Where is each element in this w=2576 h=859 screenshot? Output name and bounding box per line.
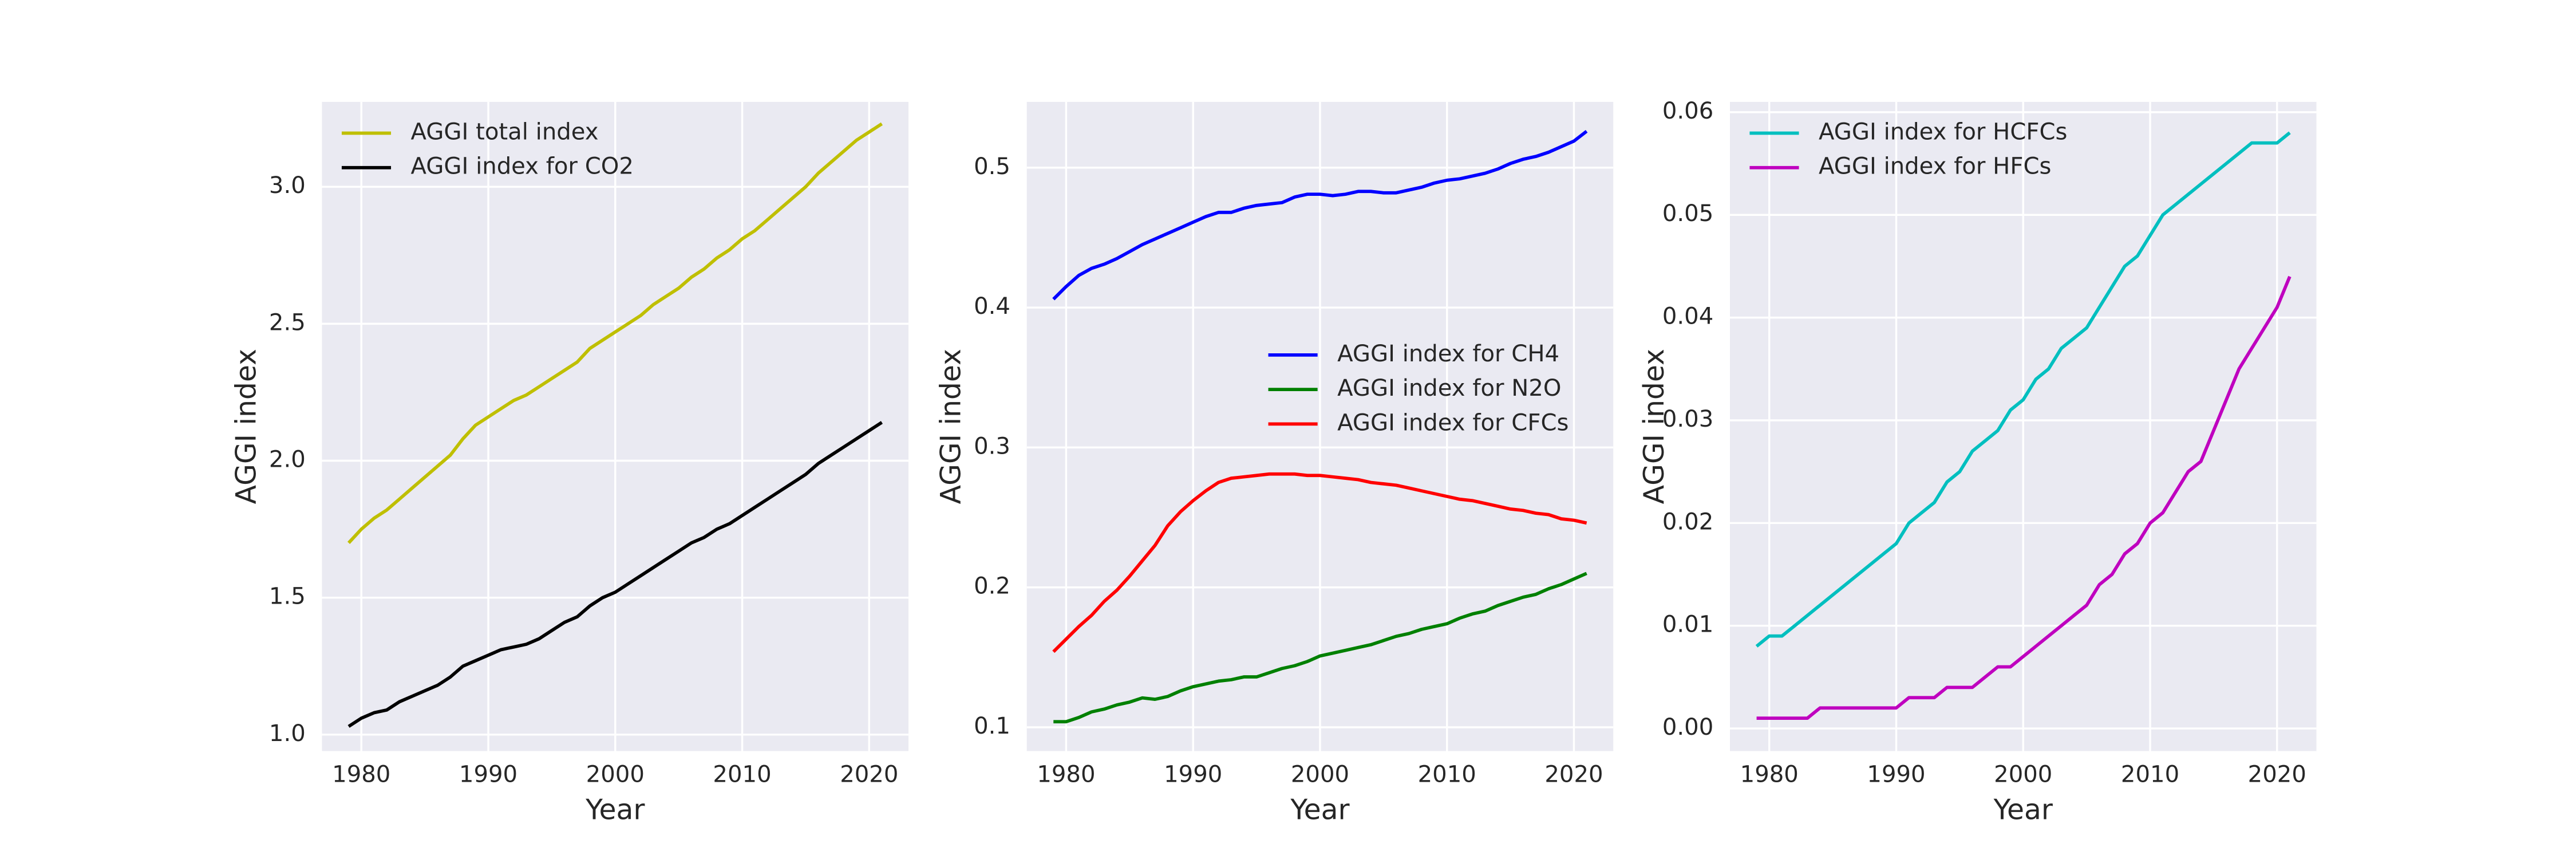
- x-tick-label: 1990: [459, 762, 517, 788]
- data-line: [347, 421, 883, 728]
- y-tick-label: 0.4: [974, 293, 1010, 320]
- x-axis-label: Year: [1290, 794, 1350, 826]
- y-tick-label: 0.3: [974, 433, 1010, 459]
- y-tick-label: 3.0: [269, 172, 306, 199]
- y-tick-label: 1.5: [269, 584, 306, 610]
- x-tick-label: 1990: [1867, 762, 1925, 788]
- x-tick-label: 2000: [586, 762, 645, 788]
- y-tick-label: 0.2: [974, 573, 1010, 600]
- x-tick-label: 2020: [1544, 762, 1603, 788]
- data-line: [347, 122, 883, 544]
- legend-label: AGGI index for CH4: [1337, 341, 1559, 367]
- x-axis-label: Year: [1993, 794, 2053, 826]
- data-line: [1755, 131, 2291, 648]
- y-tick-label: 2.0: [269, 447, 306, 473]
- y-tick-label: 0.04: [1662, 304, 1713, 330]
- data-line: [1052, 472, 1587, 653]
- y-tick-label: 0.1: [974, 713, 1010, 739]
- y-tick-label: 0.01: [1662, 612, 1713, 638]
- legend-label: AGGI index for CFCs: [1337, 409, 1568, 436]
- data-line: [1756, 275, 2291, 720]
- x-tick-label: 1990: [1164, 762, 1222, 788]
- y-tick-label: 2.5: [269, 309, 306, 336]
- y-tick-label: 1.0: [269, 720, 306, 747]
- y-tick-label: 0.05: [1662, 200, 1713, 227]
- data-line: [1052, 129, 1588, 301]
- legend-label: AGGI index for CO2: [410, 153, 633, 180]
- legend-label: AGGI total index: [410, 119, 598, 145]
- x-tick-label: 1980: [1740, 762, 1799, 788]
- y-tick-label: 0.00: [1662, 714, 1713, 740]
- subplot: 1980 1990 2000 2010 2020 0.1 0.2 0.3 0.4 0.5 Year A…: [935, 101, 1614, 826]
- y-axis-label: AGGI index: [1638, 349, 1670, 504]
- x-tick-label: 2000: [1994, 762, 2052, 788]
- y-tick-label: 0.03: [1662, 406, 1713, 432]
- y-tick-label: 0.06: [1662, 98, 1713, 124]
- x-tick-label: 1980: [1037, 762, 1095, 788]
- subplot: 1980 1990 2000 2010 2020 0.00 0.01 0.02 0.03 0.04…: [1638, 98, 2317, 826]
- legend-label: AGGI index for HFCs: [1819, 153, 2051, 180]
- x-tick-label: 2010: [713, 762, 771, 788]
- x-tick-label: 2020: [2248, 762, 2306, 788]
- y-tick-label: 0.02: [1662, 509, 1713, 535]
- data-line: [1053, 572, 1587, 724]
- x-tick-label: 2010: [1418, 762, 1476, 788]
- legend-label: AGGI index for N2O: [1337, 375, 1561, 401]
- x-tick-label: 1980: [332, 762, 390, 788]
- y-axis-label: AGGI index: [935, 349, 967, 504]
- x-tick-label: 2020: [840, 762, 898, 788]
- y-axis-label: AGGI index: [230, 349, 262, 504]
- legend-label: AGGI index for HCFCs: [1819, 119, 2068, 145]
- subplot: 1980 1990 2000 2010 2020 1.0 1.5 2.0 2.5 3.0 Year A…: [230, 101, 909, 826]
- y-tick-label: 0.5: [974, 153, 1010, 180]
- x-tick-label: 2000: [1291, 762, 1349, 788]
- x-axis-label: Year: [585, 794, 645, 826]
- x-tick-label: 2010: [2121, 762, 2179, 788]
